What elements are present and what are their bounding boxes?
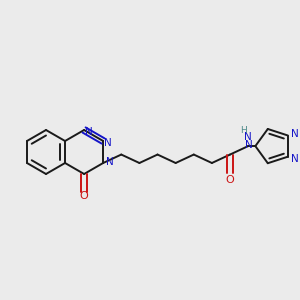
Text: N: N (244, 132, 252, 142)
Text: O: O (226, 175, 234, 184)
Text: N: N (291, 154, 299, 164)
Text: H: H (240, 126, 247, 135)
Text: O: O (80, 191, 88, 201)
Text: N: N (291, 128, 299, 139)
Text: N: N (106, 157, 114, 167)
Text: N: N (244, 140, 252, 150)
Text: N: N (104, 138, 112, 148)
Text: N: N (85, 127, 93, 137)
